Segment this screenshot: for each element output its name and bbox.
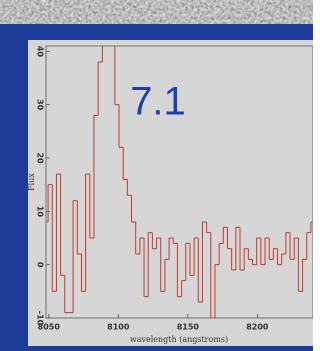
y-tick-label: 30 (36, 99, 45, 111)
x-tick-label: 8200 (246, 323, 269, 332)
y-tick-label: 20 (36, 152, 45, 164)
x-axis-label: wavelength (angstroms) (130, 335, 228, 344)
y-tick-label: -10 (36, 311, 45, 326)
y-tick-label: 10 (36, 206, 45, 218)
spectrum-image (0, 0, 313, 24)
y-tick-label: 40 (36, 46, 45, 58)
title: 7.1 (130, 80, 186, 124)
x-tick-label: 8150 (177, 323, 200, 332)
x-tick-label: 8100 (107, 323, 130, 332)
y-axis-label: Flux (27, 173, 36, 191)
y-tick-label: 0 (36, 262, 45, 268)
